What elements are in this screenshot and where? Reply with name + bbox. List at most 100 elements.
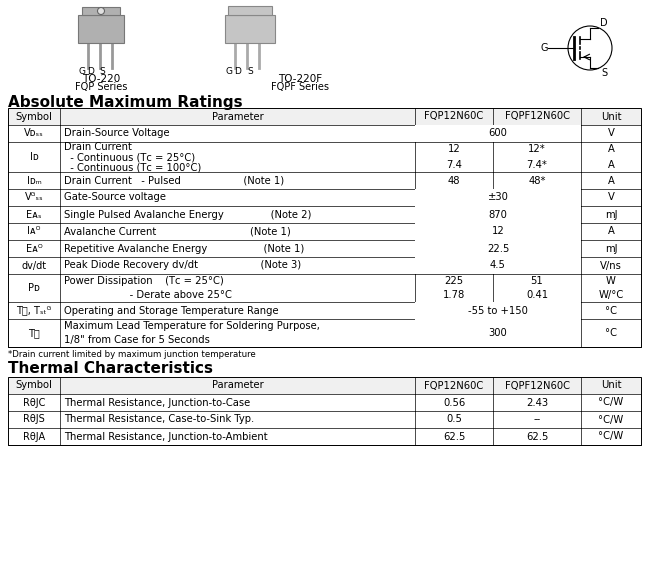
Text: 48*: 48* [528, 176, 545, 186]
Text: 7.4*: 7.4* [527, 160, 547, 169]
Text: --: -- [533, 414, 541, 424]
Text: Thermal Resistance, Junction-to-Ambient: Thermal Resistance, Junction-to-Ambient [64, 432, 268, 442]
Text: 7.4: 7.4 [446, 160, 462, 169]
Text: -55 to +150: -55 to +150 [468, 306, 528, 316]
Text: Vᴅₛₛ: Vᴅₛₛ [24, 128, 44, 139]
Text: FQPF12N60C: FQPF12N60C [505, 112, 569, 121]
Text: °C/W: °C/W [598, 414, 623, 424]
Bar [8, 108, 641, 125]
Text: Symbol: Symbol [15, 380, 53, 391]
Text: D: D [234, 68, 242, 76]
Text: RθJS: RθJS [23, 414, 45, 424]
Text: Eᴀₛ: Eᴀₛ [26, 209, 42, 220]
FancyBboxPatch shape [225, 15, 275, 43]
Text: Tⰼ: Tⰼ [28, 328, 40, 338]
Text: Drain Current   - Pulsed                    (Note 1): Drain Current - Pulsed (Note 1) [64, 176, 284, 186]
Text: W/°C: W/°C [598, 290, 623, 300]
Text: Drain Current: Drain Current [64, 142, 132, 152]
Text: Avalanche Current                              (Note 1): Avalanche Current (Note 1) [64, 227, 291, 236]
Text: 225: 225 [444, 276, 464, 286]
Bar [8, 377, 641, 394]
Text: Iᴀᴼ: Iᴀᴼ [27, 227, 41, 236]
Text: Iᴅₘ: Iᴅₘ [27, 176, 41, 186]
Text: G: G [79, 66, 85, 76]
Text: 300: 300 [489, 328, 507, 338]
Text: Eᴀᴼ: Eᴀᴼ [25, 243, 43, 254]
Bar [415, 189, 581, 206]
Text: FQP12N60C: FQP12N60C [424, 380, 484, 391]
Text: V: V [607, 192, 615, 202]
Text: A: A [607, 144, 615, 154]
Text: 0.5: 0.5 [446, 414, 462, 424]
Text: mJ: mJ [605, 243, 617, 254]
Circle shape [97, 8, 105, 14]
Text: G: G [540, 43, 547, 53]
FancyBboxPatch shape [228, 6, 272, 15]
FancyBboxPatch shape [82, 7, 120, 15]
Text: 51: 51 [531, 276, 543, 286]
Text: Iᴅ: Iᴅ [29, 152, 39, 162]
Text: A: A [607, 227, 615, 236]
Text: RθJC: RθJC [23, 398, 45, 407]
Text: FQPF12N60C: FQPF12N60C [505, 380, 569, 391]
Text: Thermal Resistance, Junction-to-Case: Thermal Resistance, Junction-to-Case [64, 398, 250, 407]
Text: Absolute Maximum Ratings: Absolute Maximum Ratings [8, 95, 242, 110]
Text: Parameter: Parameter [212, 112, 263, 121]
Text: A: A [607, 160, 615, 169]
Bar [415, 257, 581, 274]
Bar [415, 223, 581, 240]
Text: 12: 12 [448, 144, 460, 154]
Text: 12*: 12* [528, 144, 546, 154]
Text: °C: °C [605, 328, 617, 338]
Text: FQP12N60C: FQP12N60C [424, 112, 484, 121]
Text: mJ: mJ [605, 209, 617, 220]
Text: Unit: Unit [601, 112, 621, 121]
Text: Repetitive Avalanche Energy                  (Note 1): Repetitive Avalanche Energy (Note 1) [64, 243, 304, 254]
Text: Parameter: Parameter [212, 380, 263, 391]
Text: RθJA: RθJA [23, 432, 45, 442]
Text: - Continuous (Tᴄ = 100°C): - Continuous (Tᴄ = 100°C) [64, 162, 201, 172]
Text: 1.78: 1.78 [443, 290, 465, 300]
Text: Gate-Source voltage: Gate-Source voltage [64, 192, 166, 202]
Text: Thermal Resistance, Case-to-Sink Typ.: Thermal Resistance, Case-to-Sink Typ. [64, 414, 254, 424]
Text: Tⰼ, Tₛₜᴳ: Tⰼ, Tₛₜᴳ [17, 306, 52, 316]
Text: S: S [601, 68, 607, 78]
Text: D: D [600, 18, 608, 28]
Text: Vᴳₛₛ: Vᴳₛₛ [25, 192, 43, 202]
Text: A: A [607, 176, 615, 186]
Text: Pᴅ: Pᴅ [28, 283, 40, 293]
Bar [415, 125, 581, 142]
Bar [415, 240, 581, 257]
Bar [415, 206, 581, 223]
Text: Drain-Source Voltage: Drain-Source Voltage [64, 128, 170, 139]
Text: 12: 12 [492, 227, 504, 236]
Text: FQPF Series: FQPF Series [271, 82, 329, 92]
Text: 48: 48 [448, 176, 460, 186]
FancyBboxPatch shape [78, 15, 124, 43]
Text: D: D [87, 68, 95, 76]
Text: S: S [99, 66, 105, 76]
Text: Peak Diode Recovery dv/dt                    (Note 3): Peak Diode Recovery dv/dt (Note 3) [64, 261, 301, 271]
Text: Maximum Lead Temperature for Soldering Purpose,: Maximum Lead Temperature for Soldering P… [64, 321, 320, 331]
Text: 62.5: 62.5 [526, 432, 548, 442]
Text: 22.5: 22.5 [487, 243, 509, 254]
Text: °C/W: °C/W [598, 398, 623, 407]
Text: V/ns: V/ns [600, 261, 622, 271]
Text: Single Pulsed Avalanche Energy               (Note 2): Single Pulsed Avalanche Energy (Note 2) [64, 209, 312, 220]
Text: Symbol: Symbol [15, 112, 53, 121]
Text: FQP Series: FQP Series [75, 82, 127, 92]
Text: 600: 600 [489, 128, 507, 139]
Bar [8, 377, 641, 445]
Text: - Continuous (Tᴄ = 25°C): - Continuous (Tᴄ = 25°C) [64, 152, 195, 162]
Text: ±30: ±30 [488, 192, 508, 202]
Text: dv/dt: dv/dt [21, 261, 47, 271]
Text: TO-220: TO-220 [82, 74, 120, 84]
Text: 0.56: 0.56 [443, 398, 465, 407]
Text: Operating and Storage Temperature Range: Operating and Storage Temperature Range [64, 306, 278, 316]
Text: *Drain current limited by maximum junction temperature: *Drain current limited by maximum juncti… [8, 350, 256, 359]
Text: °C: °C [605, 306, 617, 316]
Circle shape [568, 26, 612, 70]
Text: - Derate above 25°C: - Derate above 25°C [64, 290, 232, 300]
Text: Power Dissipation    (Tᴄ = 25°C): Power Dissipation (Tᴄ = 25°C) [64, 276, 224, 286]
Bar [415, 319, 581, 347]
